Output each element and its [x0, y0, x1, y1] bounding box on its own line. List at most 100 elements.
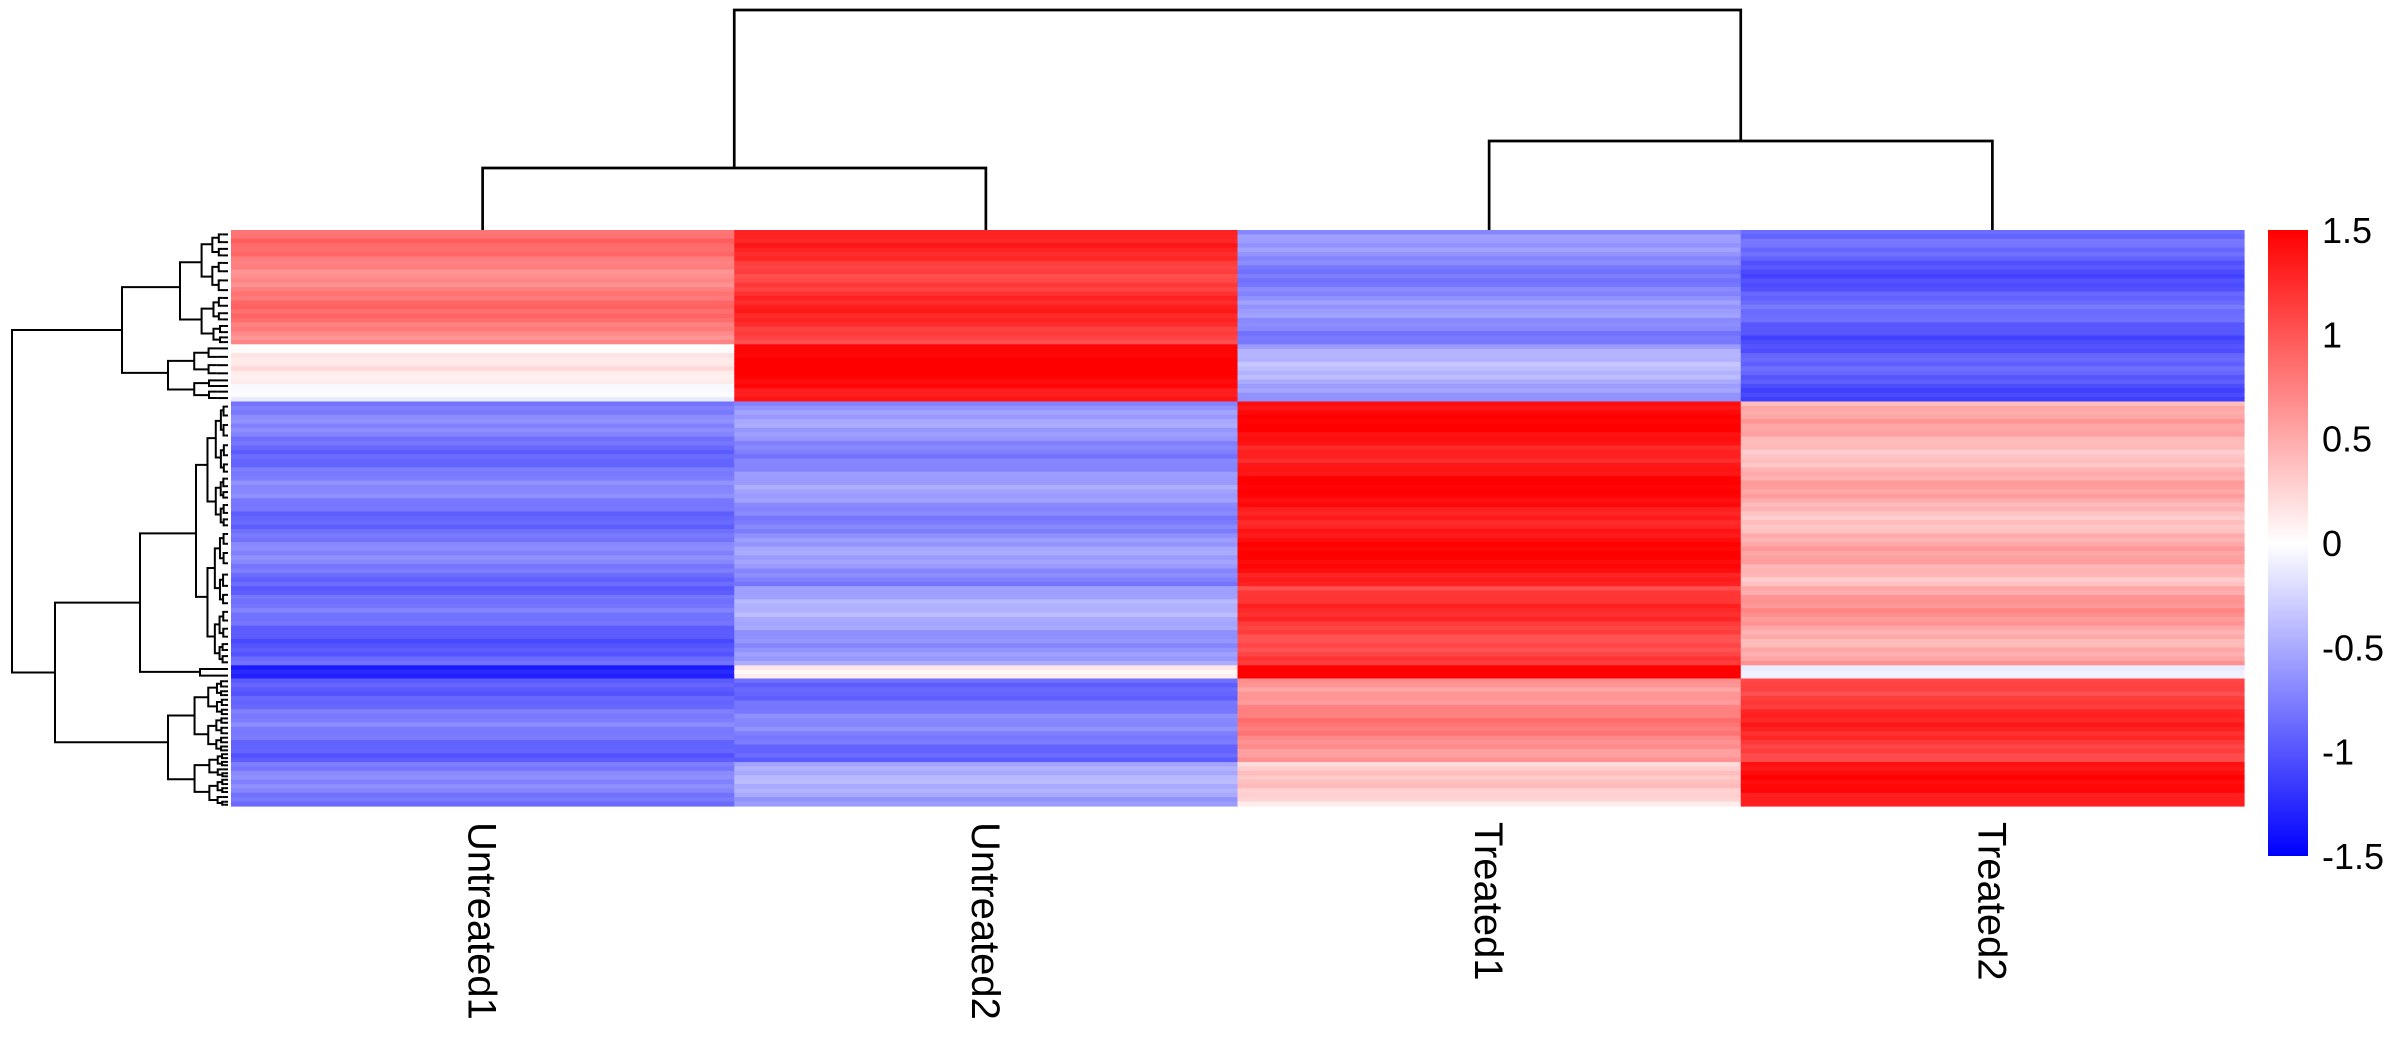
heatmap-cell — [1237, 674, 1742, 680]
heatmap-cell — [1740, 762, 2245, 768]
legend-tick-label: 1.5 — [2322, 210, 2372, 251]
heatmap-cell — [231, 713, 735, 719]
heatmap-cell — [231, 740, 735, 746]
heatmap-cell — [1237, 353, 1742, 359]
heatmap-cell — [1740, 656, 2245, 662]
heatmap-cell — [1237, 784, 1742, 790]
heatmap-cell — [1237, 555, 1742, 561]
heatmap-cell — [231, 656, 735, 662]
dendrogram-branch — [222, 444, 226, 457]
heatmap-cell — [231, 507, 735, 513]
heatmap-cell — [231, 238, 735, 244]
heatmap-cell — [231, 643, 735, 649]
dendrogram-branch — [218, 578, 224, 601]
heatmap-cell — [1740, 709, 2245, 715]
dendrogram-branch — [220, 698, 225, 707]
heatmap-cell — [1237, 287, 1742, 293]
heatmap-cell — [1740, 353, 2245, 359]
heatmap-cell — [1237, 243, 1742, 249]
heatmap-cell — [1237, 603, 1742, 609]
heatmap-cell — [1740, 507, 2245, 513]
heatmap-cell — [231, 722, 735, 728]
heatmap-cell — [1237, 590, 1742, 596]
heatmap-cell — [1740, 313, 2245, 319]
heatmap-cell — [1740, 599, 2245, 605]
heatmap-cell — [1237, 375, 1742, 381]
heatmap-cell — [1237, 528, 1742, 534]
dendrogram-branch — [222, 405, 226, 417]
dendrogram-branch — [216, 796, 223, 804]
heatmap-cell — [1740, 550, 2245, 556]
heatmap-cell — [734, 753, 1239, 759]
heatmap-cell — [1237, 665, 1742, 671]
heatmap-cell — [1237, 295, 1742, 301]
heatmap-cell — [734, 357, 1239, 363]
heatmap-cell — [231, 647, 735, 653]
dendrogram-branch — [167, 359, 195, 391]
dendrogram-branch — [207, 390, 218, 400]
heatmap-cell — [1740, 331, 2245, 337]
heatmap-cell — [1740, 577, 2245, 583]
heatmap-cell — [1740, 586, 2245, 592]
heatmap-cell — [231, 788, 735, 794]
heatmap-cell — [1237, 621, 1742, 627]
heatmap-cell — [231, 550, 735, 556]
dendrogram-branch — [221, 753, 225, 760]
heatmap-cell — [1237, 467, 1742, 473]
dendrogram-branch — [217, 279, 223, 292]
heatmap-cell — [1237, 383, 1742, 389]
heatmap-cell — [231, 375, 735, 381]
heatmap-cell — [734, 511, 1239, 517]
heatmap-cell — [231, 392, 735, 398]
dendrogram-branch — [221, 760, 225, 767]
heatmap-cell — [734, 643, 1239, 649]
heatmap-cell — [231, 335, 735, 341]
legend-color-bar — [2268, 230, 2308, 856]
heatmap-cell — [1237, 797, 1742, 803]
heatmap-cell — [231, 594, 735, 600]
heatmap-cell — [1740, 704, 2245, 710]
dendrogram-branch — [221, 787, 225, 793]
heatmap-cell — [1740, 251, 2245, 257]
heatmap-cell — [1740, 700, 2245, 706]
heatmap-cell — [734, 792, 1239, 798]
heatmap-cell — [1237, 366, 1742, 372]
heatmap-cell — [1740, 339, 2245, 345]
heatmap-cell — [231, 234, 735, 240]
heatmap-cell — [1740, 357, 2245, 363]
heatmap-cell — [1740, 445, 2245, 451]
heatmap-cell — [1237, 317, 1742, 323]
heatmap-cell — [1740, 467, 2245, 473]
heatmap-cell — [231, 797, 735, 803]
heatmap-cell — [1237, 594, 1742, 600]
legend-tick-label: -1.5 — [2322, 836, 2384, 877]
heatmap-cell — [1237, 788, 1742, 794]
heatmap-cells — [231, 230, 2245, 807]
dendrogram-branch — [213, 623, 220, 655]
heatmap-cell — [231, 313, 735, 319]
heatmap-cell — [734, 524, 1239, 530]
heatmap-cell — [1740, 392, 2245, 398]
heatmap-cell — [734, 251, 1239, 257]
heatmap-cell — [231, 784, 735, 790]
heatmap-cell — [1237, 256, 1742, 262]
heatmap-cell — [734, 361, 1239, 367]
heatmap-cell — [231, 766, 735, 772]
heatmap-cell — [1237, 454, 1742, 460]
heatmap-cell — [1740, 572, 2245, 578]
heatmap-cell — [1740, 273, 2245, 279]
heatmap-cell — [734, 388, 1239, 394]
heatmap-cell — [231, 665, 735, 671]
heatmap-cell — [231, 278, 735, 284]
heatmap-cell — [1237, 577, 1742, 583]
heatmap-cell — [231, 660, 735, 666]
heatmap-cell — [1237, 713, 1742, 719]
heatmap-cell — [1740, 775, 2245, 781]
dendrogram-branch — [216, 768, 223, 776]
heatmap-cell — [231, 537, 735, 543]
heatmap-cell — [1237, 414, 1742, 420]
dendrogram-branch — [219, 449, 224, 469]
heatmap-cell — [231, 630, 735, 636]
heatmap-cell — [1237, 401, 1742, 407]
heatmap-cell — [734, 436, 1239, 442]
